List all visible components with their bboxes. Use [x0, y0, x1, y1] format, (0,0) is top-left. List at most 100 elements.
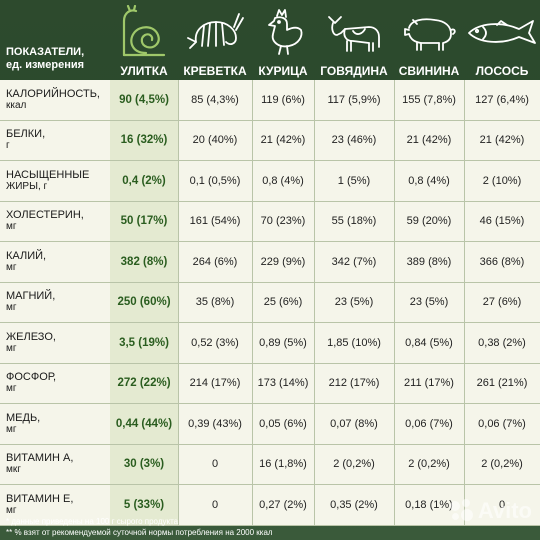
avito-logo-icon [449, 499, 474, 523]
snail-value-cell: 16 (32%) [110, 120, 179, 160]
value-cell: 127 (6,4%) [475, 93, 529, 106]
parameters-header-line2: ед. измерения [6, 59, 85, 71]
value-cell: 0,35 (2%) [314, 485, 395, 525]
column-name-chicken: КУРИЦА [258, 64, 308, 78]
parameter-unit: мг [6, 302, 17, 314]
parameter-unit: ккал [6, 99, 27, 111]
value-cell: 173 (14%) [252, 363, 315, 403]
column-head-snail: УЛИТКА [110, 0, 178, 80]
snail-value: 272 (22%) [117, 377, 171, 390]
cow-icon [314, 4, 394, 60]
value-cell: 229 (9%) [252, 242, 315, 282]
value-cell: 0 [178, 485, 253, 525]
snail-value: 50 (17%) [120, 215, 168, 228]
snail-value-cell: 0,44 (44%) [110, 404, 179, 444]
value-cell: 212 (17%) [314, 363, 395, 403]
parameter-name: БЕЛКИ, [6, 128, 46, 141]
parameter-name: ВИТАМИН А, [6, 452, 74, 465]
value-cell: 214 (17%) [178, 363, 253, 403]
snail-value-cell: 30 (3%) [110, 444, 179, 484]
parameter-cell: КАЛОРИЙНОСТЬ, ккал [0, 80, 111, 120]
value-cell: 161 (54%) [178, 201, 253, 241]
parameter-cell: ВИТАМИН А, мкг [0, 444, 111, 484]
parameter-cell: НАСЫЩЕННЫЕ ЖИРЫ, г [0, 161, 111, 201]
table-row: МАГНИЙ, мг 250 (60%) 35 (8%) 25 (6%) 23 (5%) 2… [0, 282, 540, 323]
value-cell: 23 (5%) [314, 282, 395, 322]
table-row: ФОСФОР, мг 272 (22%) 214 (17%) 173 (14%) 212 … [0, 363, 540, 404]
value-cell: 211 (17%) [394, 363, 465, 403]
parameter-name: ФОСФОР, [6, 371, 57, 384]
value-cell: 0,27 (2%) [252, 485, 315, 525]
parameters-header-line1: ПОКАЗАТЕЛИ, [6, 46, 85, 58]
column-head-cow: ГОВЯДИНА [314, 0, 394, 80]
value-cell: 20 (40%) [178, 120, 253, 160]
parameter-unit: ЖИРЫ, г [6, 180, 48, 192]
parameter-unit: г [6, 140, 10, 152]
shrimp-icon [178, 4, 252, 60]
value-cell: 0,06 (7%) [478, 417, 526, 430]
parameter-cell: ХОЛЕСТЕРИН, мг [0, 201, 111, 241]
parameter-cell: МЕДЬ, мг [0, 404, 111, 444]
parameter-cell: ЖЕЛЕЗО, мг [0, 323, 111, 363]
value-cell: 389 (8%) [394, 242, 465, 282]
value-cell: 0 [178, 444, 253, 484]
value-cell: 1 (5%) [314, 161, 395, 201]
table-row: ЖЕЛЕЗО, мг 3,5 (19%) 0,52 (3%) 0,89 (5%) 1,85… [0, 323, 540, 364]
value-cell: 35 (8%) [178, 282, 253, 322]
value-cell: 0,06 (7%) [394, 404, 465, 444]
snail-value: 0,44 (44%) [115, 417, 173, 430]
value-cell: 261 (21%) [476, 377, 528, 390]
snail-value-cell: 250 (60%) [110, 282, 179, 322]
value-cell: 366 (8%) [479, 255, 525, 268]
value-cell: 155 (7,8%) [394, 80, 465, 120]
nutrition-table: КАЛОРИЙНОСТЬ, ккал 90 (4,5%) 85 (4,3%) 119 (… [0, 80, 540, 526]
snail-value: 16 (32%) [120, 134, 168, 147]
column-name-shrimp: КРЕВЕТКА [183, 64, 247, 78]
table-row: МЕДЬ, мг 0,44 (44%) 0,39 (43%) 0,05 (6%) 0,07… [0, 404, 540, 445]
parameter-cell: ФОСФОР, мг [0, 363, 111, 403]
value-cell: 55 (18%) [314, 201, 395, 241]
snail-value-cell: 3,5 (19%) [110, 323, 179, 363]
snail-icon [110, 4, 178, 60]
parameter-name: КАЛИЙ, [6, 249, 47, 262]
parameter-unit: мг [6, 504, 17, 516]
snail-value: 3,5 (19%) [119, 336, 169, 349]
parameter-name: ВИТАМИН Е, [6, 492, 74, 505]
parameter-name: МАГНИЙ, [6, 290, 56, 303]
value-cell: 2 (0,2%) [314, 444, 395, 484]
table-row: КАЛИЙ, мг 382 (8%) 264 (6%) 229 (9%) 342 (7%)… [0, 242, 540, 283]
table-row: КАЛОРИЙНОСТЬ, ккал 90 (4,5%) 85 (4,3%) 119 (… [0, 80, 540, 121]
value-cell: 0,38 (2%) [478, 336, 526, 349]
value-cell: 2 (10%) [482, 174, 522, 187]
column-name-snail: УЛИТКА [120, 64, 168, 78]
parameter-name: ХОЛЕСТЕРИН, [6, 209, 84, 222]
value-cell: 342 (7%) [314, 242, 395, 282]
value-cell: 0,8 (4%) [394, 161, 465, 201]
parameter-unit: мг [6, 221, 17, 233]
snail-value: 0,4 (2%) [122, 174, 166, 187]
parameter-cell: БЕЛКИ, г [0, 120, 111, 160]
value-cell: 2 (0,2%) [394, 444, 465, 484]
snail-value: 382 (8%) [120, 255, 168, 268]
value-cell: 0,89 (5%) [252, 323, 315, 363]
salmon-icon [464, 4, 540, 60]
column-head-chicken: КУРИЦА [252, 0, 314, 80]
parameter-unit: мг [6, 261, 17, 273]
value-cell: 264 (6%) [178, 242, 253, 282]
parameter-cell: КАЛИЙ, мг [0, 242, 111, 282]
watermark-text: Avito [477, 498, 532, 523]
parameter-unit: мг [6, 342, 17, 354]
snail-value: 90 (4,5%) [119, 93, 169, 106]
snail-value-cell: 50 (17%) [110, 201, 179, 241]
value-cell: 0,39 (43%) [178, 404, 253, 444]
parameter-name: ЖЕЛЕЗО, [6, 330, 56, 343]
footnote-2: ** % взят от рекомендуемой суточной норм… [6, 528, 273, 537]
snail-value-cell: 272 (22%) [110, 363, 179, 403]
value-cell: 16 (1,8%) [252, 444, 315, 484]
table-header: ПОКАЗАТЕЛИ, ед. измерения УЛИТКА КРЕВЕТК… [0, 0, 540, 80]
value-cell: 0,1 (0,5%) [178, 161, 253, 201]
value-cell: 27 (6%) [482, 296, 522, 309]
snail-value-cell: 90 (4,5%) [110, 80, 179, 120]
value-cell: 0,07 (8%) [314, 404, 395, 444]
value-cell: 46 (15%) [479, 215, 525, 228]
